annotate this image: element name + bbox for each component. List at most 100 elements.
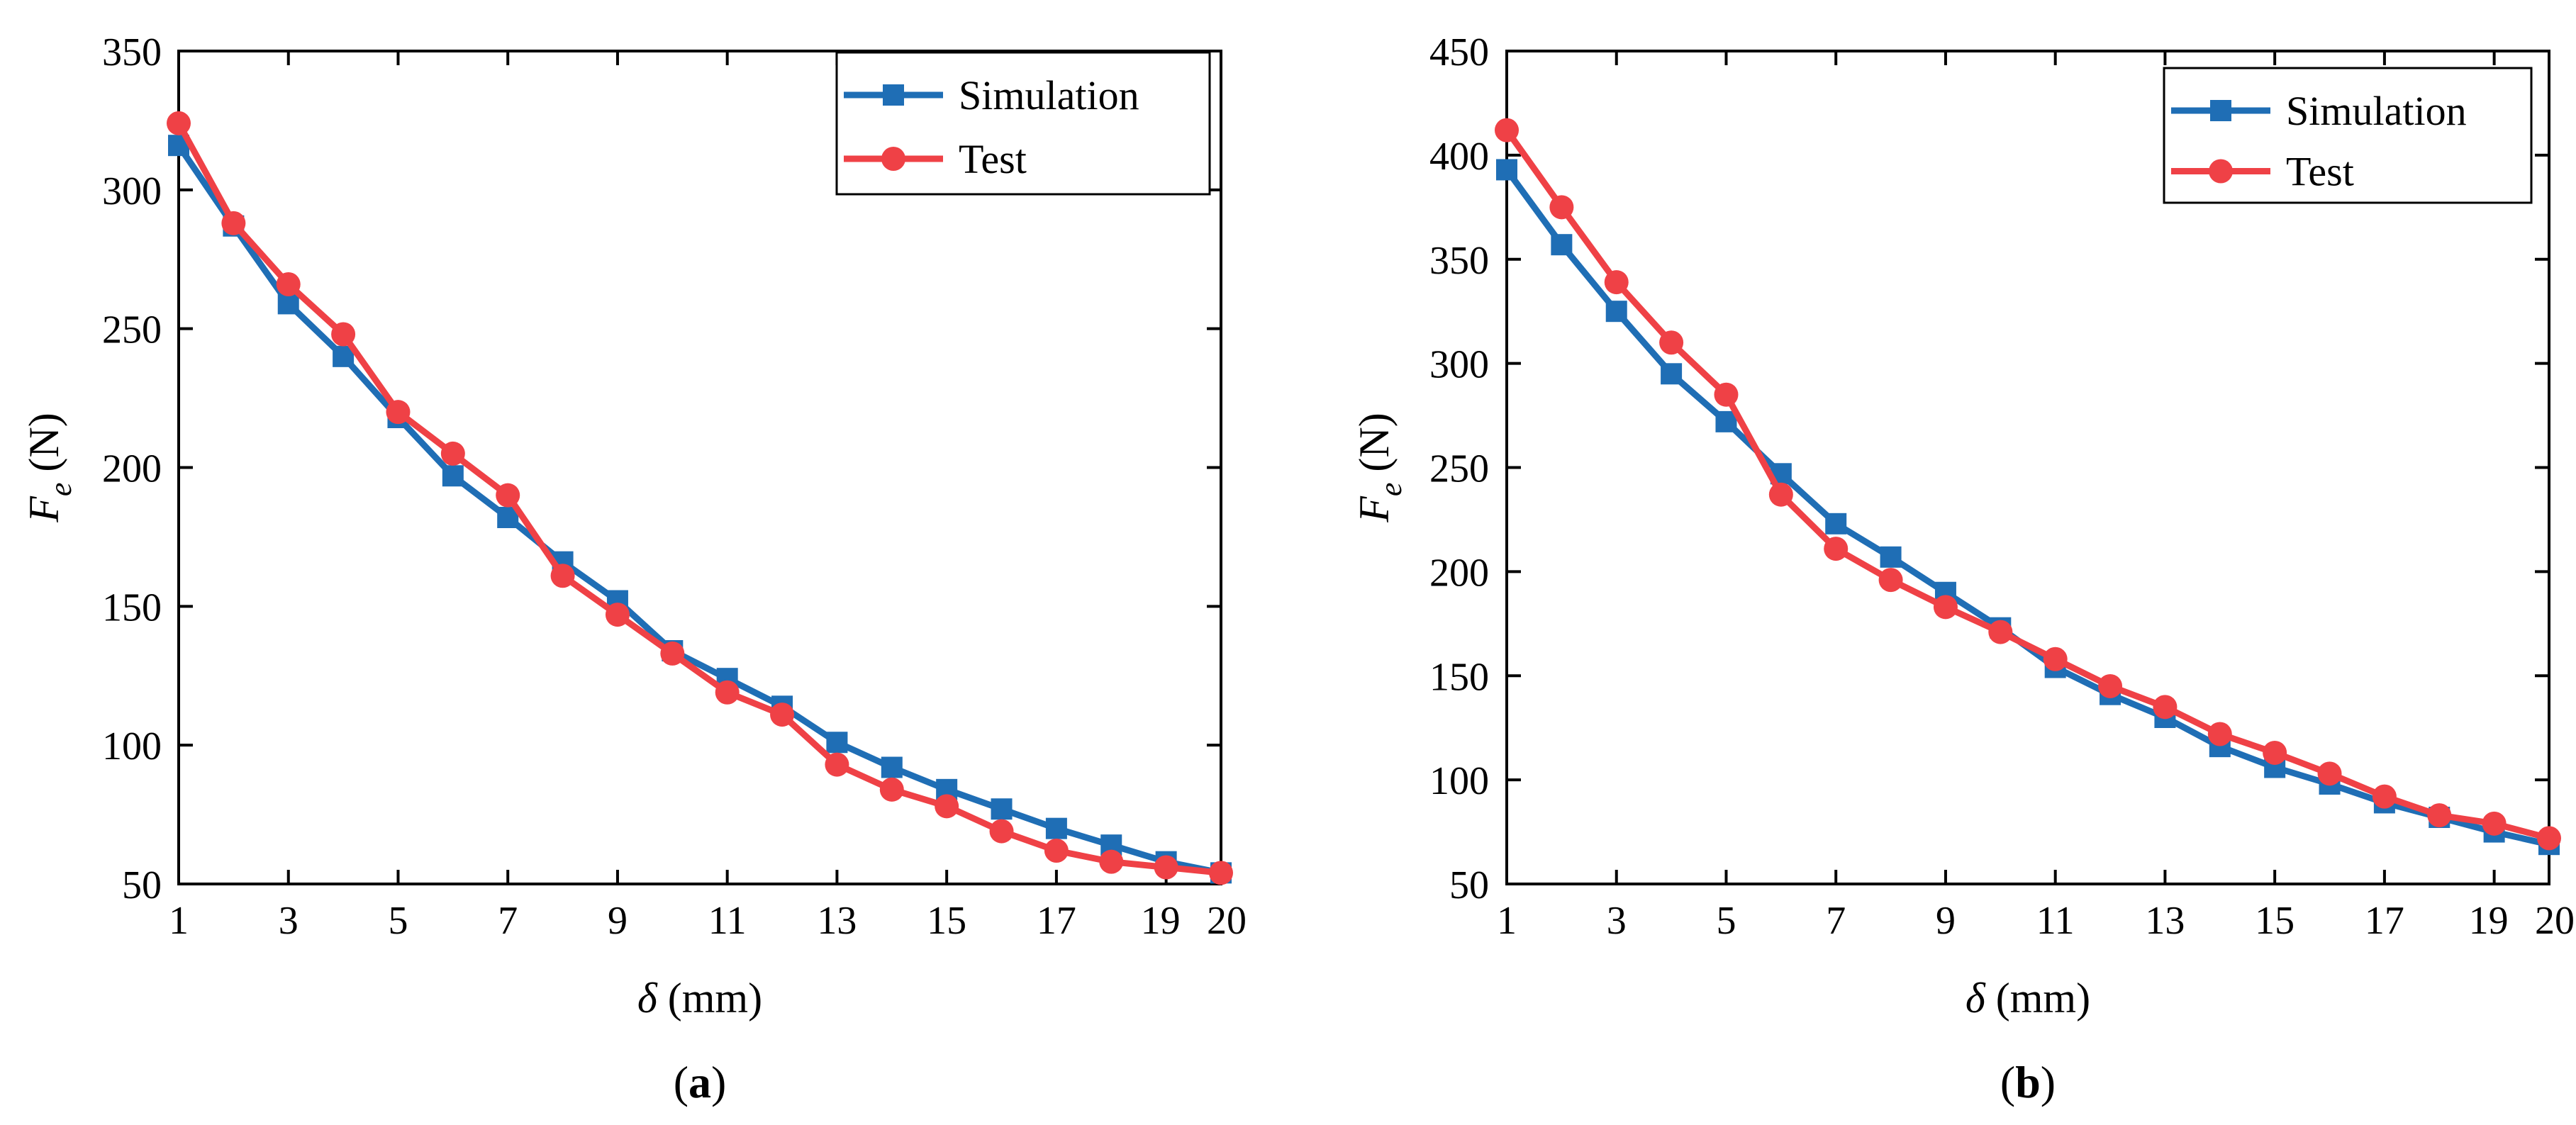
data-point-square (1551, 234, 1573, 256)
y-tick-label: 200 (102, 447, 162, 491)
y-tick-label: 100 (1429, 759, 1489, 803)
x-tick-label: 19 (1141, 899, 1181, 943)
data-point-circle (1714, 382, 1739, 407)
legend-item-simulation: Simulation (2171, 88, 2467, 134)
data-point-circle (1549, 195, 1574, 220)
y-tick-label: 100 (102, 724, 162, 768)
x-axis-unit: (mm) (657, 975, 762, 1022)
data-point-circle (1154, 855, 1178, 880)
data-point-square (991, 798, 1013, 820)
data-point-square (881, 756, 903, 778)
data-point-square (1880, 546, 1902, 568)
x-tick-label: 3 (279, 899, 299, 943)
x-tick-label: 3 (1607, 899, 1627, 943)
data-point-circle (770, 703, 795, 727)
legend-label: Test (959, 136, 1027, 182)
x-tick-label: 1 (1497, 899, 1517, 943)
data-point-circle (1209, 861, 1233, 885)
legend-marker-circle (2209, 159, 2233, 184)
data-point-circle (1099, 849, 1124, 874)
x-tick-label: 20 (2535, 899, 2575, 943)
x-axis-title: δ (mm) (637, 975, 762, 1022)
y-axis-symbol: F (1351, 496, 1398, 523)
data-point-circle (1044, 839, 1069, 863)
data-point-circle (167, 111, 191, 135)
legend-marker-square (2210, 100, 2231, 121)
y-tick-label: 400 (1429, 135, 1489, 179)
y-tick-label: 250 (102, 308, 162, 352)
y-tick-label: 350 (1429, 239, 1489, 283)
series-line (175, 142, 1225, 876)
data-point-circle (496, 483, 520, 508)
data-point-circle (2317, 761, 2342, 786)
data-point-circle (1933, 595, 1958, 620)
x-tick-label: 15 (2255, 899, 2295, 943)
y-tick-label: 150 (1429, 655, 1489, 699)
y-tick-label: 350 (102, 30, 162, 74)
data-point-circle (879, 777, 904, 802)
y-axis-title: Fe (N) (1351, 413, 1408, 522)
data-point-circle (1988, 620, 2013, 644)
x-axis-symbol: δ (1966, 975, 1986, 1022)
x-tick-label: 11 (708, 899, 747, 943)
y-tick-label: 50 (122, 863, 162, 907)
legend-label: Simulation (2286, 88, 2467, 134)
data-point-circle (386, 400, 411, 425)
x-tick-label: 19 (2469, 899, 2509, 943)
x-tick-label: 17 (1037, 899, 1076, 943)
series-simulation (168, 135, 1232, 884)
x-tick-label: 5 (388, 899, 408, 943)
x-tick-label: 13 (2145, 899, 2185, 943)
y-tick-label: 250 (1429, 447, 1489, 491)
y-axis-subscript: e (1373, 483, 1408, 497)
data-point-circle (2263, 740, 2287, 765)
series-line (1503, 127, 2553, 841)
data-point-circle (221, 211, 246, 235)
x-tick-label: 11 (2036, 899, 2075, 943)
x-tick-label: 9 (608, 899, 628, 943)
caption-letter: a (688, 1057, 711, 1107)
data-point-circle (605, 603, 630, 627)
legend: Simulation Test (835, 51, 1211, 196)
data-point-square (277, 293, 299, 315)
legend-label: Test (2286, 149, 2354, 195)
y-axis-title: Fe (N) (21, 413, 78, 522)
data-point-circle (1824, 537, 1849, 561)
data-point-circle (715, 680, 740, 705)
caption-close: ) (2041, 1057, 2056, 1107)
chart-panel-b: 1 3 5 7 9 11 13 15 17 19 2050100150200250300350400… (1351, 30, 2575, 1107)
y-axis-unit: (N) (1351, 413, 1398, 482)
panel-caption: (a) (674, 1057, 727, 1107)
y-tick-label: 50 (1449, 863, 1489, 907)
data-point-square (1605, 301, 1627, 323)
legend: Simulation Test (2163, 67, 2533, 204)
x-tick-label: 1 (169, 899, 189, 943)
data-point-circle (550, 564, 575, 588)
data-point-square (1661, 363, 1683, 385)
y-axis-symbol: F (21, 496, 67, 523)
x-tick-label: 20 (1207, 899, 1247, 943)
x-axis-title: δ (mm) (1966, 975, 2090, 1022)
data-point-circle (935, 794, 959, 819)
data-point-circle (989, 819, 1014, 844)
y-tick-label: 200 (1429, 551, 1489, 595)
data-point-circle (1495, 118, 1519, 142)
data-point-circle (276, 272, 301, 296)
caption-open: ( (674, 1057, 688, 1107)
legend-label: Simulation (959, 72, 1139, 118)
data-point-circle (2153, 695, 2178, 720)
legend-marker-square (883, 84, 904, 106)
series-simulation (1496, 159, 2560, 856)
x-tick-label: 7 (498, 899, 518, 943)
series-test (167, 111, 1233, 885)
y-tick-label: 300 (1429, 343, 1489, 387)
data-point-circle (2482, 811, 2507, 836)
x-axis-unit: (mm) (1985, 975, 2090, 1022)
data-point-circle (2372, 784, 2397, 809)
data-point-circle (1659, 330, 1684, 355)
x-axis-symbol: δ (637, 975, 658, 1022)
x-tick-label: 15 (927, 899, 966, 943)
series-line (1503, 166, 2553, 848)
